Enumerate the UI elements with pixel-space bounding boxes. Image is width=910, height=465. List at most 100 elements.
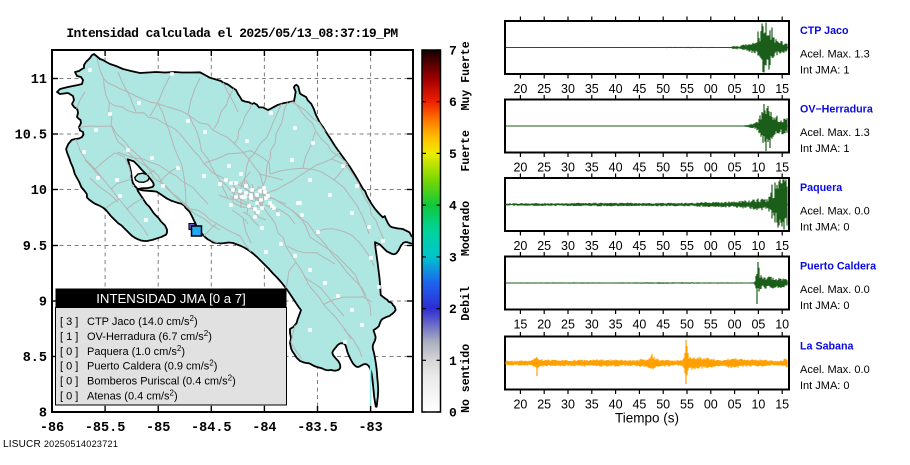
svg-text:INTENSIDAD JMA [0 a 7]: INTENSIDAD JMA [0 a 7]	[96, 291, 246, 306]
svg-text:LISUCR 20250514023721: LISUCR 20250514023721	[3, 439, 118, 450]
svg-text:Int JMA: 0: Int JMA: 0	[800, 380, 850, 392]
svg-text:15: 15	[775, 82, 789, 96]
svg-text:35: 35	[609, 318, 623, 332]
svg-text:20: 20	[537, 318, 551, 332]
svg-text:Int JMA: 1: Int JMA: 1	[800, 65, 850, 77]
svg-text:30: 30	[585, 318, 599, 332]
svg-text:45: 45	[632, 398, 646, 412]
svg-text:40: 40	[609, 239, 623, 253]
svg-text:45: 45	[632, 161, 646, 175]
svg-text:30: 30	[561, 239, 575, 253]
svg-text:5: 5	[449, 147, 457, 162]
svg-text:6: 6	[449, 95, 457, 110]
svg-text:-84: -84	[252, 421, 276, 436]
svg-text:La Sabana: La Sabana	[800, 341, 855, 353]
svg-text:[ 0 ]: [ 0 ]	[60, 391, 78, 403]
svg-text:Acel. Max. 1.3: Acel. Max. 1.3	[800, 49, 870, 61]
svg-text:1: 1	[449, 354, 457, 369]
svg-text:55: 55	[704, 318, 718, 332]
svg-text:Bomberos Puriscal (0.4 cm/s2): Bomberos Puriscal (0.4 cm/s2)	[87, 374, 236, 388]
svg-text:00: 00	[704, 82, 718, 96]
svg-text:55: 55	[680, 82, 694, 96]
svg-text:No sentido: No sentido	[460, 344, 473, 413]
svg-text:Acel. Max. 0.0: Acel. Max. 0.0	[800, 206, 870, 218]
svg-text:10: 10	[751, 398, 765, 412]
svg-text:Paquera: Paquera	[800, 182, 843, 194]
svg-text:[ 0 ]: [ 0 ]	[60, 361, 78, 373]
svg-text:0: 0	[449, 406, 457, 421]
svg-text:Int JMA: 0: Int JMA: 0	[800, 300, 850, 312]
svg-text:7: 7	[449, 44, 457, 59]
svg-text:Moderado: Moderado	[460, 201, 473, 256]
svg-text:25: 25	[537, 239, 551, 253]
svg-text:05: 05	[728, 398, 742, 412]
svg-text:Acel. Max. 1.3: Acel. Max. 1.3	[800, 127, 870, 139]
svg-text:50: 50	[656, 82, 670, 96]
svg-text:35: 35	[585, 82, 599, 96]
svg-text:00: 00	[704, 398, 718, 412]
svg-text:10: 10	[751, 82, 765, 96]
svg-text:20: 20	[513, 161, 527, 175]
svg-text:10: 10	[751, 239, 765, 253]
svg-text:05: 05	[728, 82, 742, 96]
svg-text:Tiempo (s): Tiempo (s)	[615, 411, 679, 426]
svg-text:-83.5: -83.5	[297, 421, 338, 436]
svg-text:00: 00	[704, 161, 718, 175]
svg-text:[ 3 ]: [ 3 ]	[60, 316, 78, 328]
svg-text:-86: -86	[40, 421, 64, 436]
svg-text:9.5: 9.5	[23, 240, 47, 255]
svg-text:50: 50	[680, 318, 694, 332]
svg-text:3: 3	[449, 250, 457, 265]
svg-text:OV−Herradura: OV−Herradura	[800, 104, 874, 116]
svg-text:55: 55	[680, 161, 694, 175]
svg-text:Fuerte: Fuerte	[460, 130, 473, 172]
svg-text:25: 25	[537, 161, 551, 175]
svg-text:50: 50	[656, 239, 670, 253]
svg-text:9: 9	[39, 296, 47, 311]
svg-text:15: 15	[775, 239, 789, 253]
svg-text:50: 50	[656, 161, 670, 175]
svg-text:05: 05	[728, 161, 742, 175]
svg-text:25: 25	[537, 398, 551, 412]
svg-text:40: 40	[609, 398, 623, 412]
svg-text:Paquera (1.0 cm/s2): Paquera (1.0 cm/s2)	[87, 344, 185, 358]
svg-text:05: 05	[751, 318, 765, 332]
svg-text:20: 20	[513, 82, 527, 96]
svg-text:10: 10	[31, 184, 47, 199]
svg-text:11: 11	[31, 73, 47, 88]
svg-text:15: 15	[775, 398, 789, 412]
svg-text:45: 45	[632, 239, 646, 253]
svg-text:Debil: Debil	[460, 286, 473, 321]
svg-text:30: 30	[561, 82, 575, 96]
svg-text:45: 45	[632, 82, 646, 96]
svg-text:45: 45	[656, 318, 670, 332]
svg-text:30: 30	[561, 161, 575, 175]
svg-text:-83: -83	[358, 421, 382, 436]
svg-text:Intensidad calculada el 2025/0: Intensidad calculada el 2025/05/13_08:37…	[66, 26, 398, 41]
svg-text:CTP Jaco: CTP Jaco	[800, 25, 849, 37]
svg-text:40: 40	[609, 161, 623, 175]
svg-text:Puerto Caldera (0.9 cm/s2): Puerto Caldera (0.9 cm/s2)	[87, 359, 217, 373]
svg-text:8.5: 8.5	[23, 351, 47, 366]
svg-text:25: 25	[537, 82, 551, 96]
svg-text:50: 50	[656, 398, 670, 412]
svg-text:10: 10	[751, 161, 765, 175]
svg-text:[ 0 ]: [ 0 ]	[60, 346, 78, 358]
svg-text:2: 2	[449, 302, 457, 317]
svg-text:Atenas (0.4 cm/s2): Atenas (0.4 cm/s2)	[87, 389, 178, 403]
svg-text:OV-Herradura (6.7 cm/s2): OV-Herradura (6.7 cm/s2)	[87, 329, 212, 343]
svg-text:Acel. Max. 0.0: Acel. Max. 0.0	[800, 364, 870, 376]
svg-text:10.5: 10.5	[15, 129, 47, 144]
svg-text:20: 20	[513, 239, 527, 253]
svg-text:4: 4	[449, 199, 457, 214]
svg-text:-84.5: -84.5	[191, 421, 232, 436]
svg-text:55: 55	[680, 239, 694, 253]
svg-text:40: 40	[632, 318, 646, 332]
svg-text:[ 0 ]: [ 0 ]	[60, 376, 78, 388]
svg-text:25: 25	[561, 318, 575, 332]
svg-text:35: 35	[585, 239, 599, 253]
svg-text:35: 35	[585, 398, 599, 412]
svg-text:Acel. Max. 0.0: Acel. Max. 0.0	[800, 284, 870, 296]
svg-text:[ 1 ]: [ 1 ]	[60, 331, 78, 343]
svg-text:55: 55	[680, 398, 694, 412]
